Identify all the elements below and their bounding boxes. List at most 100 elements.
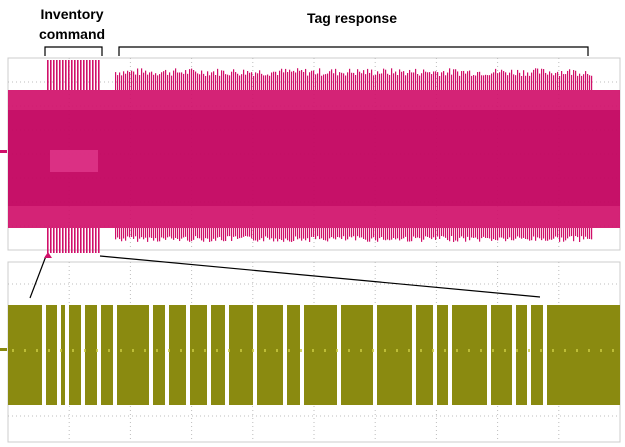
response-burst [135,75,136,90]
response-burst [467,228,468,237]
response-burst [265,75,266,90]
response-burst [305,69,306,90]
response-burst [415,228,416,238]
command-burst [77,60,79,90]
response-burst [319,228,320,239]
response-burst [287,228,288,240]
response-burst [499,72,500,90]
signal-dot [240,349,242,352]
annotation-line: Inventory [40,6,103,22]
response-burst [551,73,552,90]
response-burst [539,74,540,90]
response-burst [405,228,406,237]
response-burst [215,228,216,241]
response-burst [443,71,444,90]
response-burst [577,228,578,237]
response-burst [447,228,448,240]
response-burst [283,72,284,90]
command-burst [59,228,61,253]
response-burst [415,69,416,90]
response-burst [327,228,328,241]
response-burst [327,74,328,90]
response-burst [329,228,330,238]
response-burst [379,74,380,90]
response-burst [421,73,422,90]
response-burst [531,73,532,90]
signal-gap [225,303,229,407]
signal-dot [36,349,38,352]
response-burst [259,70,260,90]
signal-dot [324,349,326,352]
response-burst [157,228,158,242]
response-burst [429,228,430,238]
command-burst [80,228,82,253]
response-burst [183,228,184,237]
response-burst [193,228,194,240]
response-burst [169,72,170,90]
response-burst [121,228,122,241]
response-burst [197,73,198,90]
response-burst [269,76,270,90]
response-burst [379,228,380,238]
response-burst [267,228,268,238]
response-burst [239,75,240,90]
response-burst [555,228,556,237]
response-burst [117,75,118,90]
response-burst [205,76,206,90]
response-burst [121,75,122,90]
command-burst [65,60,67,90]
response-burst [315,228,316,239]
response-burst [287,72,288,90]
response-burst [557,72,558,90]
signal-dot [108,349,110,352]
signal-dot [24,349,26,352]
response-burst [377,71,378,90]
signal-dot [228,349,230,352]
response-burst [311,71,312,90]
response-burst [255,228,256,240]
response-burst [229,75,230,90]
response-burst [357,228,358,236]
response-burst [431,228,432,239]
response-burst [271,72,272,90]
response-burst [353,73,354,90]
response-burst [115,72,116,90]
response-burst [221,70,222,90]
response-burst [405,75,406,90]
response-burst [329,71,330,90]
lower-trace [8,303,620,407]
response-burst [155,73,156,90]
response-burst [449,68,450,90]
signal-dot [132,349,134,352]
response-burst [547,228,548,241]
response-burst [411,228,412,241]
response-burst [383,228,384,240]
response-burst [165,70,166,90]
command-burst [68,228,70,253]
response-burst [245,75,246,90]
response-burst [521,228,522,239]
response-burst [213,228,214,239]
signal-dot [276,349,278,352]
response-burst [163,228,164,238]
response-burst [345,76,346,90]
response-burst [385,70,386,90]
response-burst [501,70,502,90]
signal-gap [448,303,452,407]
response-burst [149,228,150,237]
response-burst [395,72,396,90]
response-burst [565,74,566,90]
response-burst [143,73,144,90]
response-burst [361,228,362,237]
response-burst [355,228,356,240]
signal-gap [81,303,85,407]
response-burst [141,68,142,90]
response-burst [139,228,140,239]
response-burst [207,71,208,90]
response-burst [295,72,296,90]
response-burst [497,73,498,90]
response-burst [455,69,456,90]
response-burst [537,69,538,90]
response-burst [551,228,552,240]
response-burst [231,72,232,90]
